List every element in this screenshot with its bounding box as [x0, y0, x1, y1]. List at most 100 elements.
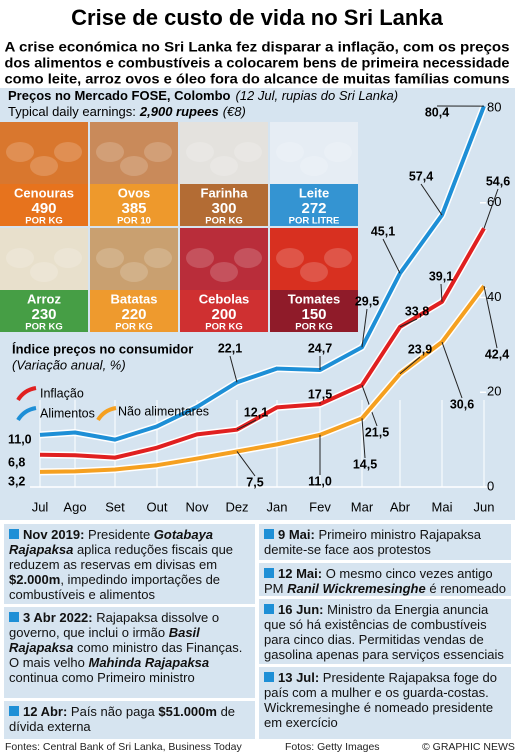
bullet	[264, 672, 274, 682]
event-text: Primeiro ministro Rajapaksa demite-se fa…	[264, 527, 482, 557]
value-label: 22,1	[218, 341, 242, 355]
event-text: é renomeado	[425, 581, 506, 596]
tile-unit: POR LITRE	[289, 216, 340, 227]
bullet	[264, 568, 274, 578]
leader-line	[361, 308, 368, 348]
legend-label: Não alimentares	[118, 404, 209, 418]
tile-price: 300	[211, 200, 236, 217]
tile-name: Cenouras	[14, 185, 74, 200]
tile-price: 220	[121, 306, 146, 323]
event-text: continua como Primeiro ministro	[9, 670, 195, 685]
tile-name: Farinha	[201, 185, 249, 200]
event-date: Nov 2019:	[23, 527, 85, 542]
photo-detail	[276, 248, 304, 268]
bullet	[264, 529, 274, 539]
x-tick-label: Set	[105, 499, 125, 514]
value-label: 33,8	[405, 304, 429, 318]
tile-band	[0, 290, 88, 332]
bullet	[9, 612, 19, 622]
tile-price: 385	[121, 200, 146, 217]
value-label: 11,0	[8, 432, 32, 446]
value-label: 54,6	[486, 174, 510, 188]
subtitle: dos alimentos e combustíveis a colocarem…	[5, 56, 511, 71]
tile-name: Ovos	[118, 185, 151, 200]
value-label: 24,7	[308, 341, 332, 355]
photo-detail	[6, 142, 34, 162]
tile-name: Leite	[299, 185, 329, 200]
tile-unit: POR KG	[25, 216, 62, 227]
event-text: como ministro das Finanças. O mais velho	[9, 640, 243, 670]
market-title: Preços no Mercado FOSE, Colombo (12 Jul, …	[8, 88, 398, 103]
photo-detail	[324, 248, 352, 268]
market-note: (12 Jul, rupias do Sri Lanka)	[235, 88, 398, 103]
value-label: 80,4	[425, 105, 449, 119]
tile-band	[90, 290, 178, 332]
bullet	[264, 604, 274, 614]
x-tick-label: Ago	[63, 499, 86, 514]
value-label: 21,5	[365, 425, 389, 439]
legend-label: Inflação	[40, 386, 84, 400]
photo-detail	[300, 262, 328, 282]
event-text: Presidente	[84, 527, 154, 542]
tile-unit: POR KG	[205, 322, 242, 333]
event-name: Basil Rajapaksa	[9, 625, 200, 655]
tile-price: 200	[211, 306, 236, 323]
photo-detail	[30, 262, 58, 282]
photo-detail	[144, 248, 172, 268]
photo-detail	[276, 142, 304, 162]
line	[39, 105, 486, 442]
event-date: 16 Jun:	[278, 602, 324, 617]
event: 9 Mai: Primeiro ministro Rajapaksa demit…	[259, 524, 511, 560]
tile-band	[90, 184, 178, 226]
tile-band	[270, 290, 358, 332]
value-label: 14,5	[353, 457, 377, 471]
value-label: 42,4	[485, 347, 509, 361]
y-tick-label: 0	[487, 478, 494, 493]
photo-detail	[54, 248, 82, 268]
event: 16 Jun: Ministro da Energia anuncia que …	[259, 599, 511, 664]
value-label: 3,2	[8, 474, 25, 488]
event-text: Rajapaksa dissolve o governo, que inclui…	[9, 610, 220, 640]
leader-line	[361, 418, 366, 459]
x-tick-label: Jun	[474, 499, 495, 514]
leader-line	[229, 355, 238, 383]
tile-unit: POR KG	[295, 322, 332, 333]
chart-subtitle: (Variação anual, %)	[12, 357, 126, 372]
value-label: 17,5	[308, 387, 332, 401]
x-tick-label: Abr	[390, 499, 411, 514]
value-label: 57,4	[409, 169, 433, 183]
legend-swatch	[16, 386, 37, 402]
event: 12 Mai: O mesmo cinco vezes antigo PM Ra…	[259, 563, 511, 596]
photo-detail	[186, 248, 214, 268]
event-text: País não paga	[67, 704, 159, 719]
bullet	[9, 706, 19, 716]
value-label: 12,1	[244, 405, 268, 419]
event-amount: $2.000m	[9, 572, 61, 587]
photo-detail	[210, 262, 238, 282]
line	[39, 227, 486, 460]
x-tick-label: Jan	[267, 499, 288, 514]
photo-detail	[96, 248, 124, 268]
x-tick-label: Fev	[309, 499, 331, 514]
photo-detail	[234, 142, 262, 162]
photo-detail	[210, 156, 238, 176]
x-tick-label: Mai	[432, 499, 453, 514]
event: 13 Jul: Presidente Rajapaksa foge do paí…	[259, 667, 511, 739]
photo-detail	[324, 142, 352, 162]
event-date: 3 Abr 2022:	[23, 610, 93, 625]
event-amount: $51.000m	[158, 704, 217, 719]
legend-swatch	[96, 406, 117, 422]
photo-detail	[30, 156, 58, 176]
tile-band	[180, 290, 268, 332]
chart-title: Índice preços no consumidor	[12, 341, 193, 356]
photo-detail	[186, 142, 214, 162]
leader-line	[483, 286, 498, 349]
x-tick-label: Dez	[225, 499, 248, 514]
tile-name: Arroz	[27, 291, 61, 306]
tile-price: 150	[301, 306, 326, 323]
earnings-note: (€8)	[223, 104, 246, 119]
tile-name: Batatas	[111, 291, 158, 306]
event-text: Ministro da Energia anuncia que só há ex…	[264, 602, 504, 662]
subtitle: A crise económica no Sri Lanka fez dispa…	[5, 40, 510, 55]
photo-detail	[234, 248, 262, 268]
